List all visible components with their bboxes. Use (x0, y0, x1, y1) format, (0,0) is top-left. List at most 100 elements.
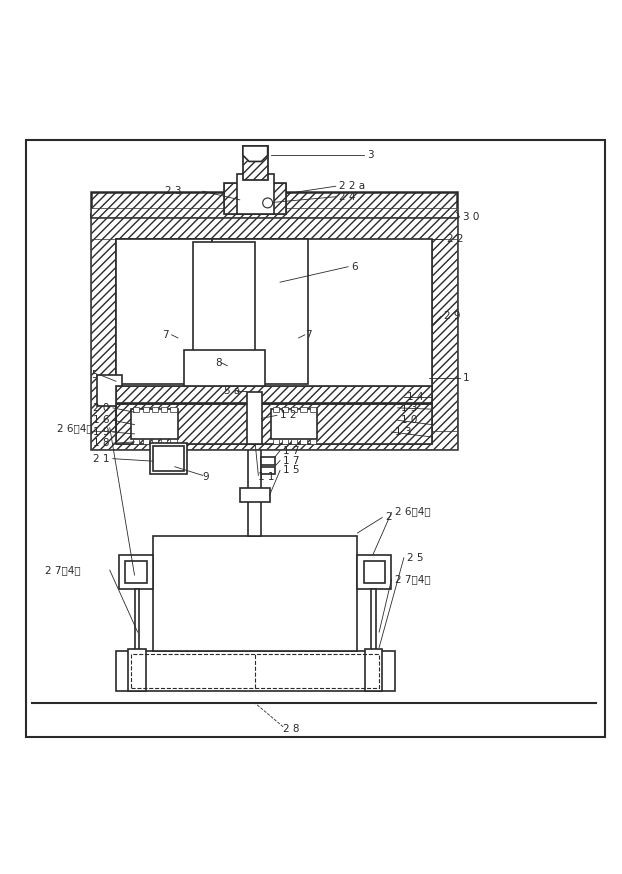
Bar (365, 649, 382, 690)
Bar (272, 439, 279, 444)
Bar (161, 407, 167, 413)
Bar (91, 214, 457, 449)
Bar (300, 439, 307, 444)
Bar (91, 214, 457, 239)
Text: 1 3: 1 3 (394, 427, 411, 437)
Text: 5 a: 5 a (225, 385, 241, 396)
Bar (116, 385, 432, 403)
Bar (116, 404, 432, 445)
Text: 9: 9 (203, 472, 209, 482)
Bar (131, 409, 178, 439)
Bar (116, 239, 212, 385)
Text: 1 6: 1 6 (93, 415, 109, 426)
Text: 1 7: 1 7 (283, 446, 300, 455)
Text: 3 0: 3 0 (463, 212, 479, 222)
Bar (133, 407, 139, 413)
Bar (142, 407, 149, 413)
Bar (134, 589, 139, 650)
Bar (116, 385, 432, 403)
Bar (358, 555, 391, 589)
Text: 2 7（4）: 2 7（4） (394, 574, 430, 585)
Bar (261, 457, 275, 465)
Text: 2 6（4）: 2 6（4） (394, 506, 430, 517)
Bar (432, 214, 457, 449)
Bar (225, 184, 286, 214)
Text: 2 4: 2 4 (339, 191, 355, 202)
Text: 5: 5 (91, 370, 98, 380)
Bar (248, 399, 261, 536)
Bar (237, 174, 274, 214)
Bar (291, 439, 297, 444)
Text: 1 0: 1 0 (401, 415, 417, 426)
Text: 1 4: 1 4 (407, 392, 424, 402)
Text: 2 2 a: 2 2 a (339, 181, 365, 191)
Text: 2 2: 2 2 (447, 234, 464, 244)
Text: 2 7（4）: 2 7（4） (45, 565, 80, 575)
Bar (170, 407, 177, 413)
Text: 1 7: 1 7 (283, 455, 300, 466)
Bar (212, 239, 308, 385)
Bar (193, 242, 255, 357)
Text: 1: 1 (463, 373, 470, 383)
Text: 1 8: 1 8 (93, 438, 109, 448)
Text: 1 9: 1 9 (93, 427, 109, 437)
Bar (282, 439, 288, 444)
Bar (116, 239, 432, 431)
Bar (116, 404, 432, 445)
Bar (246, 392, 262, 445)
Bar (128, 649, 146, 690)
Bar (364, 561, 385, 582)
Bar (150, 443, 187, 475)
Bar (91, 192, 457, 217)
Text: 2 0: 2 0 (93, 403, 109, 413)
Bar (91, 192, 457, 217)
Bar (131, 655, 379, 689)
Circle shape (262, 198, 272, 208)
Bar (240, 489, 269, 502)
Bar (161, 439, 167, 444)
Bar (291, 407, 297, 413)
Text: 1 2: 1 2 (280, 410, 297, 420)
Bar (152, 407, 158, 413)
Bar (271, 409, 317, 439)
Bar (133, 439, 139, 444)
Text: 3: 3 (367, 150, 373, 160)
Bar (261, 467, 275, 475)
Bar (282, 407, 288, 413)
Bar (170, 439, 177, 444)
Bar (125, 561, 147, 582)
Bar (272, 407, 279, 413)
Bar (91, 208, 457, 217)
Text: 2 8: 2 8 (283, 725, 300, 734)
Polygon shape (243, 146, 267, 162)
Text: 1 1: 1 1 (258, 472, 275, 482)
Text: 7: 7 (162, 329, 169, 340)
Text: 2 6（4）: 2 6（4） (57, 423, 93, 433)
Text: 6: 6 (351, 261, 358, 272)
Bar (142, 439, 149, 444)
Bar (152, 439, 158, 444)
Bar (310, 407, 316, 413)
Bar (119, 555, 153, 589)
Text: 8: 8 (215, 357, 221, 368)
Text: 2 3: 2 3 (165, 186, 182, 196)
Bar (310, 439, 316, 444)
Text: 2 5: 2 5 (407, 552, 424, 563)
Bar (243, 146, 267, 180)
Text: 2 9: 2 9 (444, 311, 461, 322)
Text: 1 5: 1 5 (283, 466, 300, 475)
Bar (225, 184, 286, 214)
Bar (116, 650, 394, 690)
Text: 2 1: 2 1 (93, 454, 109, 464)
Bar (184, 350, 264, 397)
Text: 2: 2 (385, 512, 392, 523)
Bar (371, 589, 376, 650)
Bar (153, 447, 184, 471)
Text: 7: 7 (305, 329, 312, 340)
Bar (243, 146, 267, 180)
Bar (91, 214, 116, 449)
Text: 1 3: 1 3 (401, 403, 417, 413)
Bar (98, 375, 122, 406)
Bar (91, 431, 457, 449)
Bar (300, 407, 307, 413)
